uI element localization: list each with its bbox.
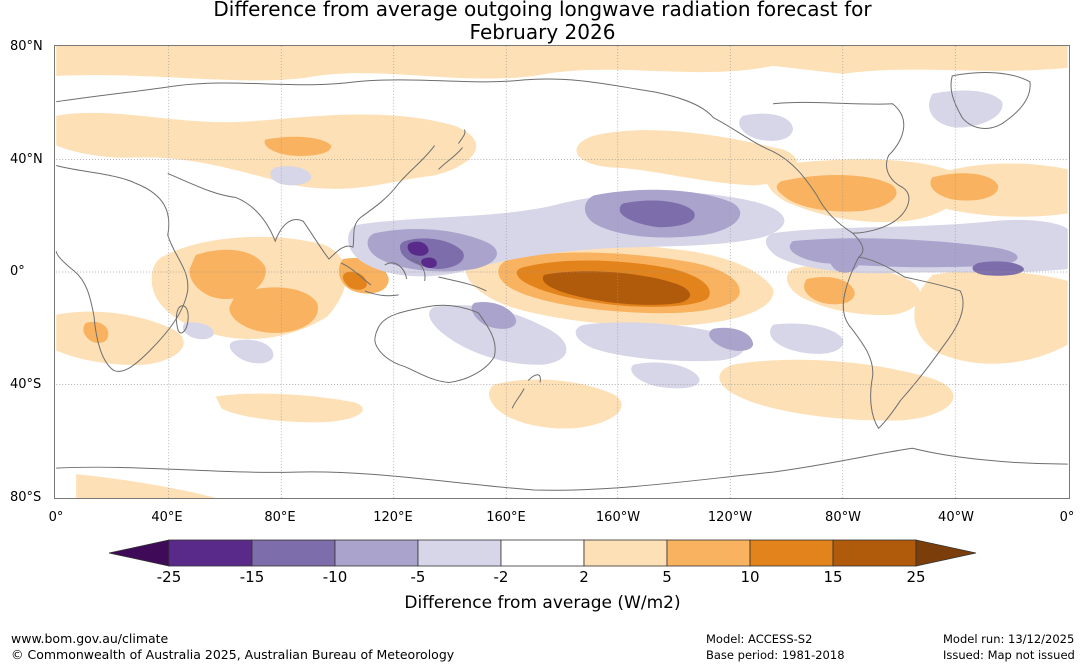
lon-label-0: 0° [48, 510, 64, 525]
colorbar-tick-label: 25 [906, 568, 926, 586]
colorbar-cell [583, 539, 668, 567]
lon-label-160w: 160°W [595, 510, 641, 525]
colorbar-tick-label: 2 [579, 568, 589, 586]
lat-label-40n: 40°N [10, 152, 43, 167]
coastlines [55, 72, 1068, 491]
footer-issued: Issued: Map not issued [943, 648, 1075, 662]
lat-label-equator: 0° [10, 264, 25, 279]
map-title-line-2: February 2026 [469, 20, 616, 44]
footer-base-period: Base period: 1981-2018 [706, 648, 845, 662]
lon-label-40w: 40°W [938, 510, 974, 525]
colorbar-title: Difference from average (W/m2) [404, 593, 681, 613]
lat-label-80n: 80°N [10, 39, 43, 54]
colorbar-tick-label: 10 [740, 568, 760, 586]
lon-label-80e: 80°E [264, 510, 296, 525]
colorbar-cell [749, 539, 834, 567]
colorbar-tick-label: -2 [493, 568, 509, 586]
colorbar-cell [168, 539, 253, 567]
colorbar-tick-label: -10 [322, 568, 348, 586]
anomaly-deep-orange-core [542, 271, 691, 305]
graticule-lines [56, 46, 1068, 498]
colorbar-cell [500, 539, 585, 567]
colorbar-tick-label: 5 [662, 568, 672, 586]
lon-label-120e: 120°E [373, 510, 413, 525]
footer-model-run: Model run: 13/12/2025 [943, 632, 1075, 646]
footer-copyright: © Commonwealth of Australia 2025, Austra… [11, 647, 455, 662]
lat-label-40s: 40°S [10, 377, 42, 392]
colorbar-cell [832, 539, 917, 567]
lon-label-80w: 80°W [825, 510, 861, 525]
colorbar-extend-low [108, 539, 170, 567]
lon-label-120w: 120°W [707, 510, 753, 525]
lon-label-40e: 40°E [151, 510, 183, 525]
lat-label-80s: 80°S [10, 490, 42, 505]
lon-label-160e: 160°E [486, 510, 526, 525]
colorbar-tick-label: -15 [239, 568, 265, 586]
colorbar-tick-label: 15 [823, 568, 843, 586]
colorbar-tick-label: -5 [410, 568, 426, 586]
colorbar-cell [251, 539, 336, 567]
map-title-line-1: Difference from average outgoing longwav… [213, 0, 872, 21]
colorbar [108, 539, 977, 567]
colorbar-cell [417, 539, 502, 567]
footer-model: Model: ACCESS-S2 [706, 632, 813, 646]
footer-url: www.bom.gov.au/climate [11, 631, 169, 646]
colorbar-tick-label: -25 [156, 568, 182, 586]
colorbar-extend-high [915, 539, 977, 567]
lon-label-0-right: 0° [1059, 510, 1075, 525]
olr-anomaly-map [54, 45, 1070, 499]
colorbar-cell [334, 539, 419, 567]
colorbar-cell [666, 539, 751, 567]
anomaly-darkest-purple-regions [407, 241, 437, 269]
